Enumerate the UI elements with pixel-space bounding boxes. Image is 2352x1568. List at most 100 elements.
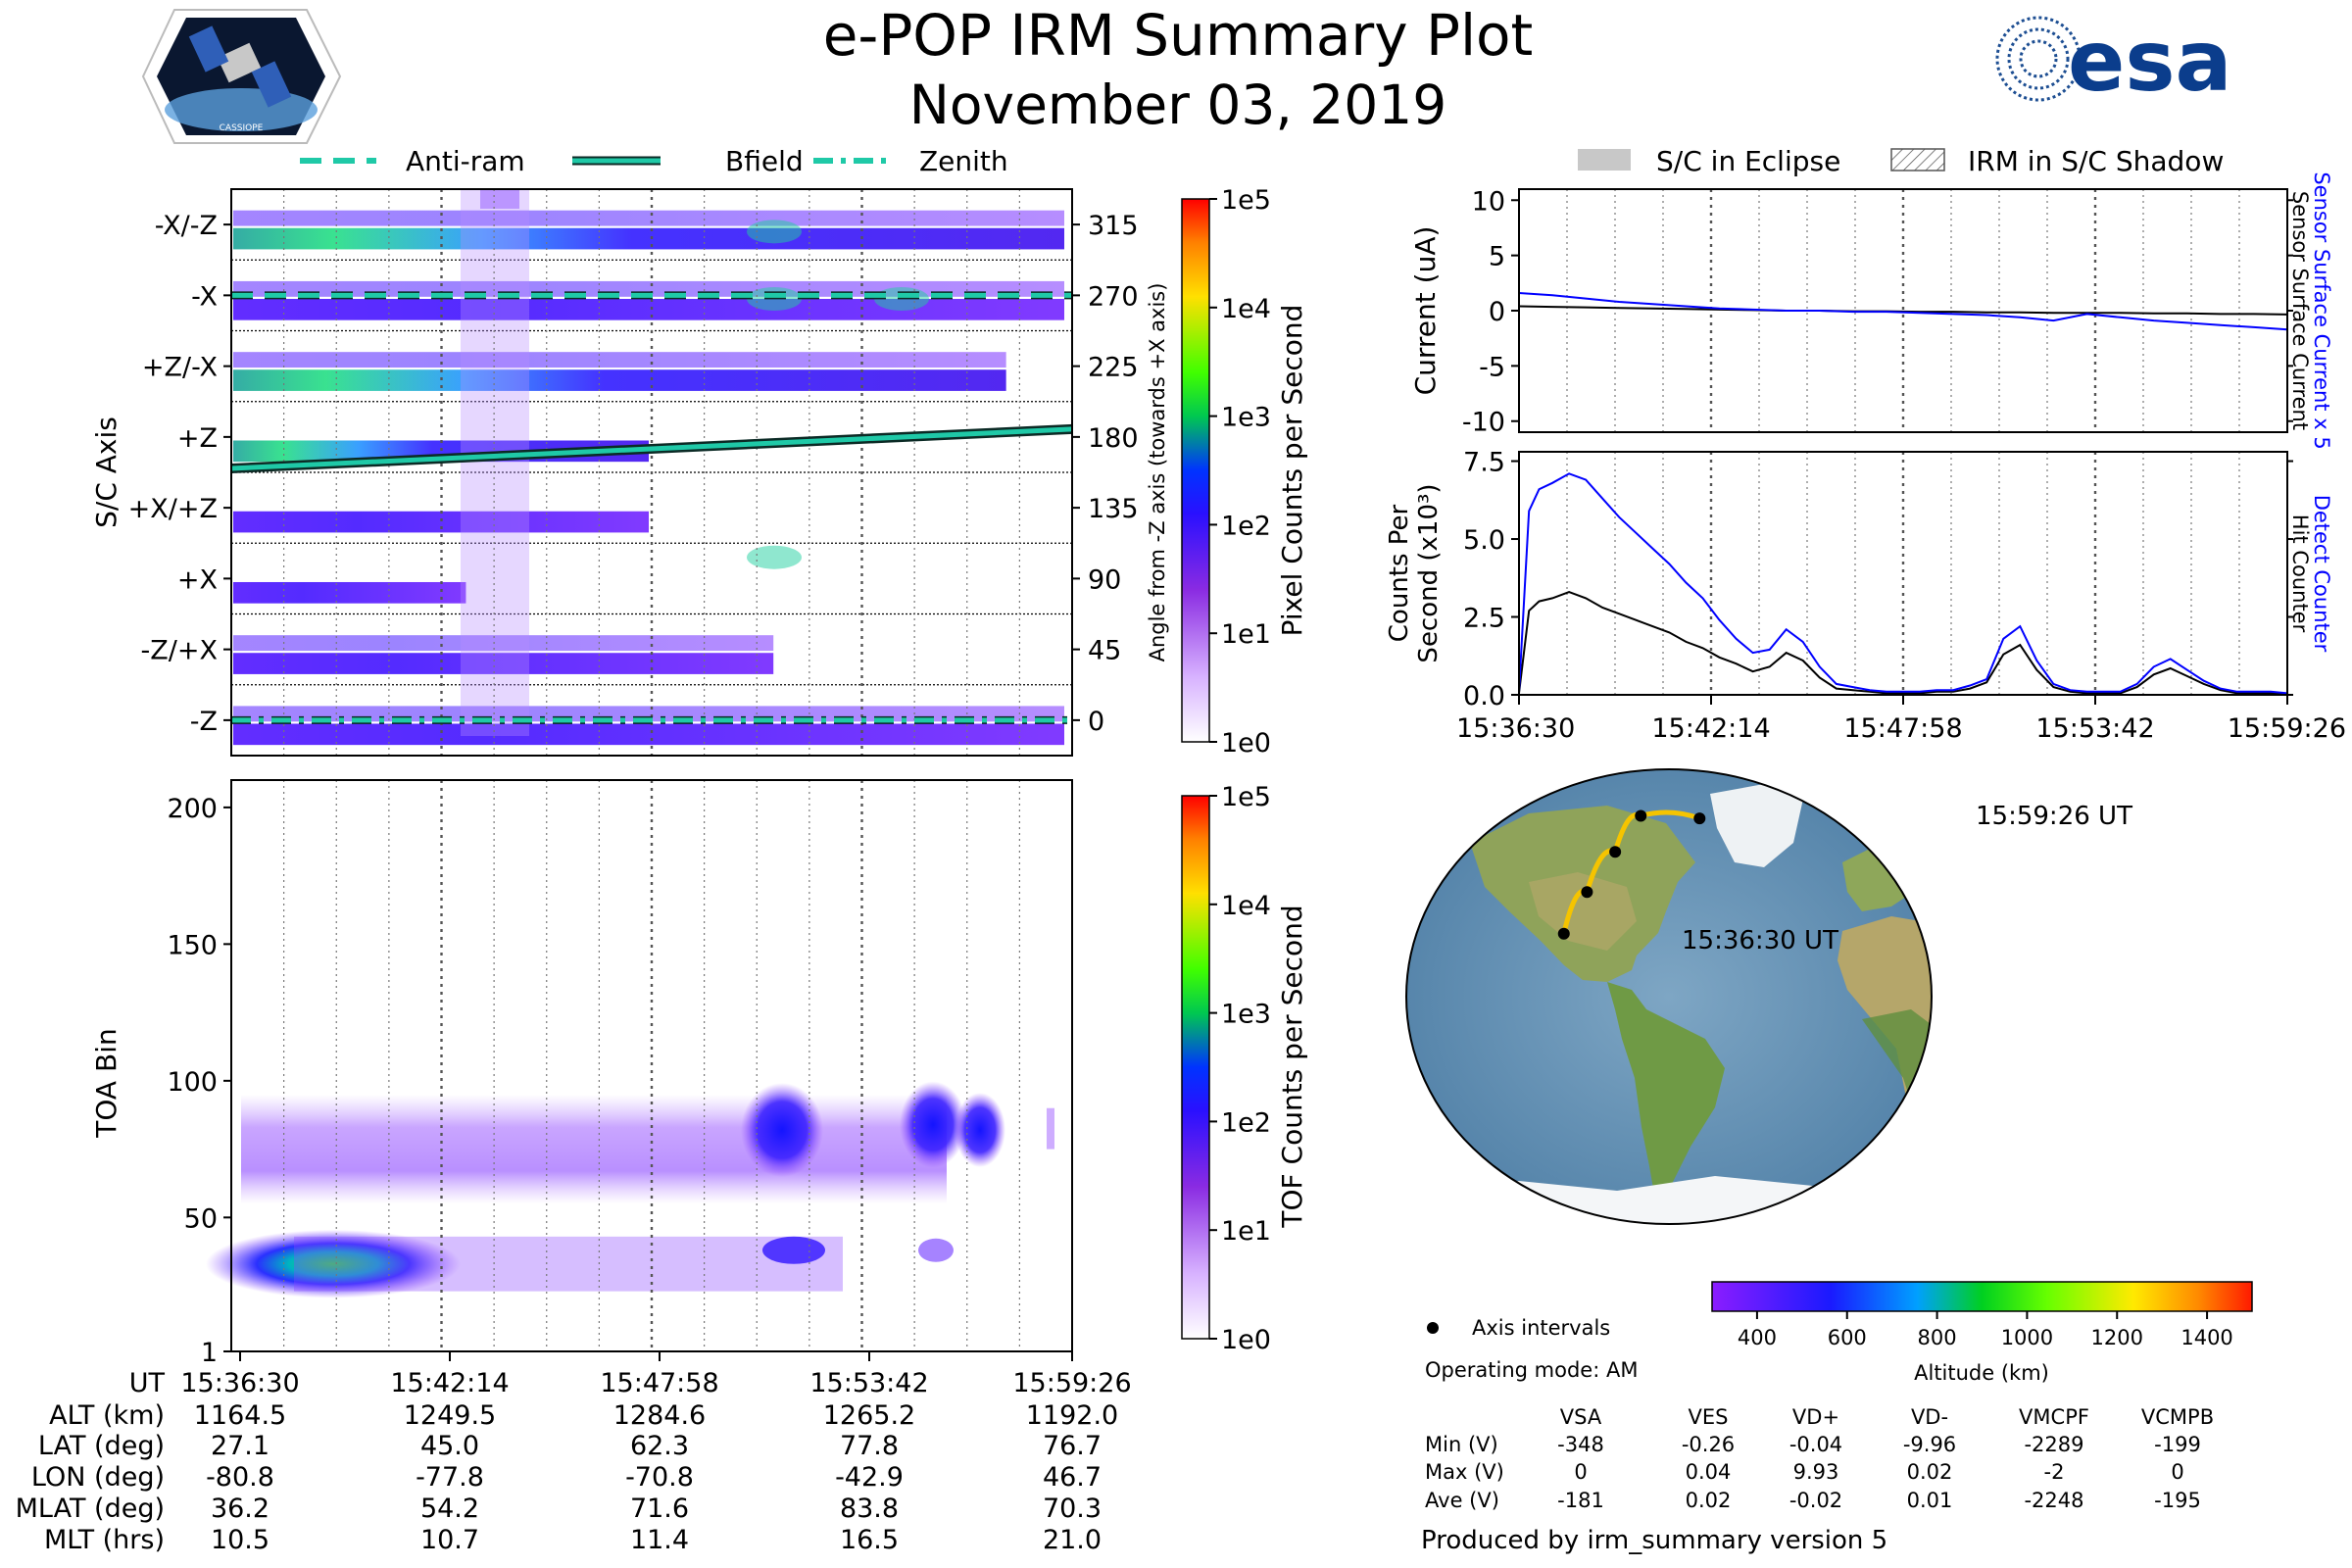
voltage-cell: -199 (2154, 1433, 2201, 1456)
line-plot-ytick-label: 0.0 (1463, 681, 1505, 711)
sc-band (233, 511, 649, 533)
voltage-cell: -2289 (2024, 1433, 2083, 1456)
colorbar-tick-label: 1e1 (1221, 619, 1271, 650)
tof-colorbar-label: TOF Counts per Second (1276, 905, 1308, 1228)
orbit-point (1581, 886, 1593, 899)
ephemeris-cell: 71.6 (630, 1494, 689, 1524)
toa-core (206, 1229, 461, 1298)
colorbar-tick-label: 1e3 (1221, 1000, 1271, 1030)
voltage-header: VD+ (1792, 1405, 1839, 1429)
series-line (1518, 591, 2288, 696)
ephemeris-cell: 62.3 (630, 1431, 689, 1461)
altitude-tick-label: 800 (1918, 1326, 1957, 1349)
ephemeris-cell: 15:36:30 (180, 1368, 299, 1398)
voltage-row-label: Min (V) (1425, 1433, 1498, 1456)
voltage-cell: 0.01 (1907, 1489, 1953, 1512)
voltage-cell: -0.04 (1789, 1433, 1842, 1456)
ephemeris-cell: 1164.5 (194, 1400, 286, 1431)
produced-by: Produced by irm_summary version 5 (1421, 1526, 1887, 1555)
sc-right-tick-label: 90 (1088, 564, 1121, 595)
ephemeris-cell: 83.8 (840, 1494, 899, 1524)
toa-panel: 200 150 100 50 1 TOA Bin (90, 779, 1073, 1368)
toa-burst (900, 1081, 966, 1168)
colorbar-tick-label: 1e5 (1221, 185, 1271, 216)
ephemeris-cell: 76.7 (1043, 1431, 1102, 1461)
orbit-point (1693, 812, 1706, 825)
voltage-cell: 9.93 (1793, 1460, 1839, 1484)
sc-band (233, 352, 1006, 368)
sc-band (233, 298, 1064, 320)
toa-ylabel: TOA Bin (90, 1028, 122, 1138)
voltage-cell: -2 (2044, 1460, 2065, 1484)
ephemeris-cell: 54.2 (420, 1494, 479, 1524)
sc-right-tick-label: 270 (1088, 281, 1139, 312)
mission-logo: CASSIOPE (141, 9, 342, 144)
voltage-header: VD- (1911, 1405, 1948, 1429)
line-plot-ytick-label: 10 (1472, 186, 1505, 217)
line-plot-ytick-label: 7.5 (1463, 448, 1505, 478)
sc-axis-right-label: Angle from -Z axis (towards +X axis) (1146, 283, 1169, 662)
sc-row-label: +X (177, 564, 218, 595)
voltage-row-label: Ave (V) (1425, 1489, 1499, 1512)
sc-row-label: +X/+Z (128, 494, 218, 524)
voltage-cell: 0.04 (1686, 1460, 1732, 1484)
ephemeris-cell: 27.1 (211, 1431, 270, 1461)
colorbar-tick-label: 1e1 (1221, 1216, 1271, 1247)
sc-right-tick-label: 135 (1088, 494, 1139, 524)
counts-xtick-label: 15:36:30 (1456, 713, 1575, 744)
ephemeris-cell: -77.8 (416, 1462, 484, 1493)
ephemeris-cell: 1249.5 (404, 1400, 496, 1431)
voltage-cell: 0 (2171, 1460, 2183, 1484)
ephemeris-cell: 15:59:26 (1012, 1368, 1131, 1398)
altitude-tick-label: 600 (1828, 1326, 1867, 1349)
esa-logo-text: esa (2068, 13, 2232, 111)
counts-xtick-label: 15:42:14 (1651, 713, 1770, 744)
voltage-cell: 0.02 (1686, 1489, 1732, 1512)
map-end-label: 15:59:26 UT (1976, 802, 2132, 831)
sc-right-tick-label: 180 (1088, 423, 1139, 454)
voltage-table: VSA VES VD+ VD- VMCPF VCMPB Min (V) -348 -0.26 -0… (1425, 1405, 2214, 1512)
current-panel: 10 5 0 -5 -10 Current (uA) Sensor Surface Cu… (1409, 172, 2333, 449)
page-title: e-POP IRM Summary Plot (823, 2, 1534, 69)
orbit-map: 15:36:30 UT 15:59:26 UT (1405, 768, 2132, 1225)
legend-bfield-label: Bfield (725, 145, 804, 177)
sc-row-label: -Z (190, 707, 218, 737)
line-plot-ytick-label: 5.0 (1463, 525, 1505, 556)
colorbar-tick-label: 1e4 (1221, 891, 1271, 921)
colorbar-tick-label: 1e2 (1221, 511, 1271, 541)
ephemeris-cell: 11.4 (630, 1525, 689, 1555)
ephemeris-cell: 46.7 (1043, 1462, 1102, 1493)
colorbar-tick-label: 1e4 (1221, 294, 1271, 324)
counts-ylabel-line2: Second (x10³) (1414, 483, 1444, 662)
legend-eclipse-label: S/C in Eclipse (1656, 145, 1840, 177)
ephemeris-cell: 1192.0 (1026, 1400, 1118, 1431)
ephemeris-cell: 15:47:58 (600, 1368, 718, 1398)
ephemeris-row-label: MLAT (deg) (16, 1494, 165, 1524)
ephemeris-cell: 15:42:14 (390, 1368, 509, 1398)
toa-ytick-label: 200 (167, 794, 218, 824)
legend-eclipse-swatch (1578, 149, 1631, 171)
sc-row-label: +Z/-X (142, 353, 218, 383)
toa-ytick-label: 50 (184, 1203, 218, 1234)
voltage-cell: -0.02 (1789, 1489, 1842, 1512)
toa-burst (741, 1083, 823, 1178)
ephemeris-row-label: MLT (hrs) (44, 1525, 165, 1555)
voltage-cell: 0 (1574, 1460, 1587, 1484)
orbit-point (1557, 927, 1570, 940)
ephemeris-cell: -80.8 (206, 1462, 274, 1493)
orbit-point (1609, 846, 1622, 858)
sc-row-label: -X/-Z (155, 211, 218, 241)
legend-shadow-label: IRM in S/C Shadow (1968, 145, 2224, 177)
current-ylabel: Current (uA) (1409, 226, 1442, 396)
voltage-cell: -9.96 (1903, 1433, 1956, 1456)
sc-band (233, 369, 1006, 391)
ephemeris-cell: 70.3 (1043, 1494, 1102, 1524)
toa-ytick-label: 100 (167, 1067, 218, 1098)
legend-left: Anti-ram Bfield Zenith (300, 145, 1008, 177)
sc-band (233, 581, 466, 604)
ephemeris-cell: 16.5 (840, 1525, 899, 1555)
ephemeris-row-label: LAT (deg) (38, 1431, 165, 1461)
sc-band (233, 653, 774, 674)
sc-axis-panel: -X/-Z -X +Z/-X +Z +X/+Z +X -Z/+X -Z 315 270 225 18… (90, 188, 1169, 757)
pixel-colorbar-label: Pixel Counts per Second (1276, 305, 1308, 637)
